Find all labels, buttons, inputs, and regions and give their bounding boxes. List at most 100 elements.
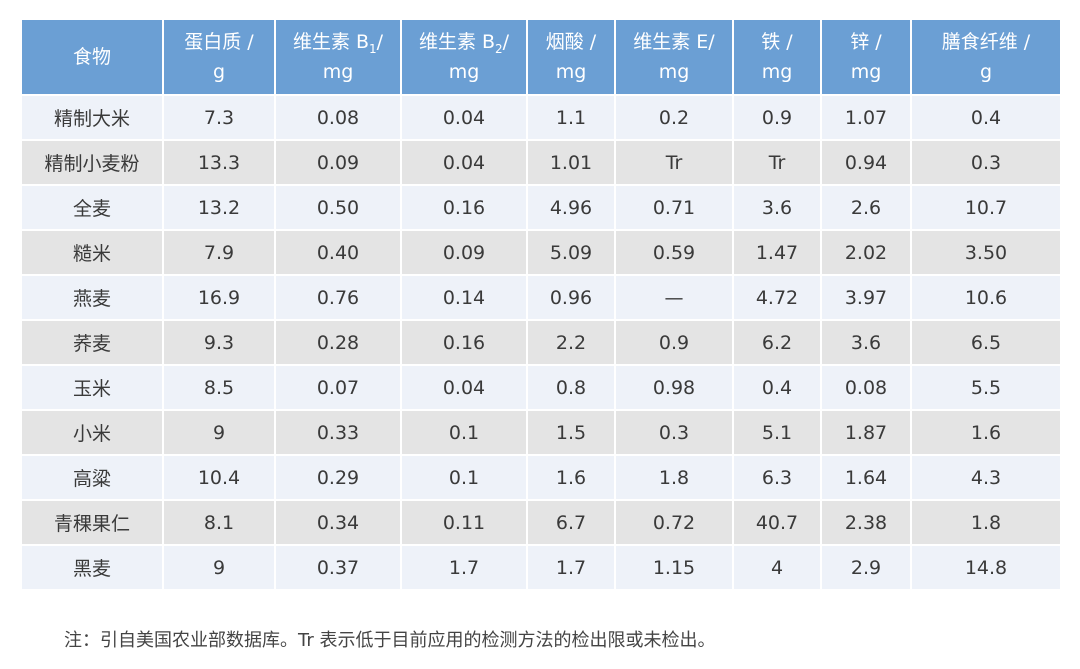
header-vitamin-b2: 维生素 B2/mg	[402, 20, 526, 94]
header-main-text: 食物	[72, 46, 111, 68]
nutrition-table-container: 食物 蛋白质 / g 维生素 B1/mg 维生素 B2/mg 烟酸 / mg 维生素 E/mg…	[20, 18, 1060, 591]
table-row: 精制小麦粉 13.3 0.09 0.04 1.01 Tr Tr 0.94 0.3	[22, 141, 1060, 184]
value-cell-protein: 13.3	[164, 141, 274, 184]
value-cell-dietary-fiber: 6.5	[912, 321, 1060, 364]
value-cell-vitamin-b2: 0.11	[402, 501, 526, 544]
value-cell-iron: 6.2	[734, 321, 820, 364]
value-cell-protein: 7.9	[164, 231, 274, 274]
header-main-text: 烟酸 /	[545, 31, 597, 53]
food-name-cell: 荞麦	[22, 321, 162, 364]
value-cell-vitamin-b1: 0.28	[276, 321, 400, 364]
value-cell-vitamin-b1: 0.34	[276, 501, 400, 544]
value-cell-vitamin-b1: 0.08	[276, 96, 400, 139]
header-unit: mg	[448, 61, 480, 83]
value-cell-dietary-fiber: 0.4	[912, 96, 1060, 139]
value-cell-vitamin-b2: 0.1	[402, 411, 526, 454]
header-unit: mg	[761, 61, 793, 83]
header-main-text: 锌 /	[850, 31, 882, 53]
header-vitamin-b1: 维生素 B1/mg	[276, 20, 400, 94]
value-cell-protein: 8.5	[164, 366, 274, 409]
food-name-cell: 玉米	[22, 366, 162, 409]
value-cell-vitamin-b1: 0.29	[276, 456, 400, 499]
header-label: 食物	[26, 42, 158, 72]
table-body: 精制大米 7.3 0.08 0.04 1.1 0.2 0.9 1.07 0.4 精制小麦粉 13.3…	[22, 96, 1060, 589]
value-cell-vitamin-b2: 0.04	[402, 141, 526, 184]
value-cell-vitamin-b1: 0.50	[276, 186, 400, 229]
value-cell-vitamin-e: 0.9	[616, 321, 732, 364]
header-main-text: 维生素 B	[418, 31, 496, 53]
value-cell-zinc: 2.02	[822, 231, 910, 274]
value-cell-zinc: 0.94	[822, 141, 910, 184]
value-cell-vitamin-b1: 0.09	[276, 141, 400, 184]
value-cell-protein: 16.9	[164, 276, 274, 319]
header-vitamin-e: 维生素 E/mg	[616, 20, 732, 94]
value-cell-protein: 8.1	[164, 501, 274, 544]
header-unit: g	[979, 61, 993, 83]
value-cell-vitamin-e: 0.2	[616, 96, 732, 139]
food-name-cell: 全麦	[22, 186, 162, 229]
value-cell-dietary-fiber: 4.3	[912, 456, 1060, 499]
value-cell-iron: 0.9	[734, 96, 820, 139]
header-label: 蛋白质 /	[168, 27, 270, 57]
value-cell-vitamin-b1: 0.37	[276, 546, 400, 589]
food-name-cell: 糙米	[22, 231, 162, 274]
header-protein: 蛋白质 / g	[164, 20, 274, 94]
header-main-text: 铁 /	[761, 31, 793, 53]
header-label: 膳食纤维 /	[916, 27, 1056, 57]
value-cell-dietary-fiber: 10.6	[912, 276, 1060, 319]
value-cell-iron: 6.3	[734, 456, 820, 499]
header-unit: mg	[322, 61, 354, 83]
value-cell-vitamin-b1: 0.76	[276, 276, 400, 319]
header-label: 维生素 B2/	[406, 27, 522, 57]
food-name-cell: 黑麦	[22, 546, 162, 589]
value-cell-vitamin-b2: 0.16	[402, 321, 526, 364]
value-cell-zinc: 3.6	[822, 321, 910, 364]
value-cell-dietary-fiber: 3.50	[912, 231, 1060, 274]
table-row: 精制大米 7.3 0.08 0.04 1.1 0.2 0.9 1.07 0.4	[22, 96, 1060, 139]
value-cell-protein: 10.4	[164, 456, 274, 499]
header-label: 锌 /	[826, 27, 906, 57]
table-row: 高粱 10.4 0.29 0.1 1.6 1.8 6.3 1.64 4.3	[22, 456, 1060, 499]
value-cell-vitamin-e: 0.71	[616, 186, 732, 229]
value-cell-vitamin-e: 0.59	[616, 231, 732, 274]
value-cell-dietary-fiber: 10.7	[912, 186, 1060, 229]
header-unit: mg	[658, 61, 690, 83]
value-cell-protein: 9.3	[164, 321, 274, 364]
value-cell-zinc: 1.07	[822, 96, 910, 139]
header-main-text: 膳食纤维 /	[941, 31, 1031, 53]
value-cell-vitamin-e: 1.8	[616, 456, 732, 499]
value-cell-iron: 3.6	[734, 186, 820, 229]
value-cell-niacin: 5.09	[528, 231, 614, 274]
value-cell-iron: 4.72	[734, 276, 820, 319]
header-dietary-fiber: 膳食纤维 / g	[912, 20, 1060, 94]
food-name-cell: 精制大米	[22, 96, 162, 139]
header-label: 烟酸 /	[532, 27, 610, 57]
value-cell-vitamin-b2: 0.09	[402, 231, 526, 274]
value-cell-vitamin-e: 0.98	[616, 366, 732, 409]
value-cell-vitamin-b1: 0.07	[276, 366, 400, 409]
table-footnote: 注：引自美国农业部数据库。Tr 表示低于目前应用的检测方法的检出限或未检出。	[64, 630, 716, 651]
food-name-cell: 高粱	[22, 456, 162, 499]
table-row: 小米 9 0.33 0.1 1.5 0.3 5.1 1.87 1.6	[22, 411, 1060, 454]
table-row: 玉米 8.5 0.07 0.04 0.8 0.98 0.4 0.08 5.5	[22, 366, 1060, 409]
value-cell-dietary-fiber: 14.8	[912, 546, 1060, 589]
header-tail-text: /	[502, 31, 510, 53]
value-cell-iron: 0.4	[734, 366, 820, 409]
value-cell-vitamin-b2: 0.16	[402, 186, 526, 229]
table-row: 糙米 7.9 0.40 0.09 5.09 0.59 1.47 2.02 3.50	[22, 231, 1060, 274]
value-cell-niacin: 1.7	[528, 546, 614, 589]
value-cell-protein: 7.3	[164, 96, 274, 139]
value-cell-niacin: 1.01	[528, 141, 614, 184]
value-cell-zinc: 2.6	[822, 186, 910, 229]
value-cell-niacin: 6.7	[528, 501, 614, 544]
value-cell-niacin: 1.5	[528, 411, 614, 454]
value-cell-niacin: 1.1	[528, 96, 614, 139]
header-zinc: 锌 / mg	[822, 20, 910, 94]
table-row: 荞麦 9.3 0.28 0.16 2.2 0.9 6.2 3.6 6.5	[22, 321, 1060, 364]
header-subscript: 1	[369, 41, 377, 56]
value-cell-niacin: 2.2	[528, 321, 614, 364]
header-food: 食物	[22, 20, 162, 94]
value-cell-vitamin-b2: 0.04	[402, 96, 526, 139]
value-cell-zinc: 2.9	[822, 546, 910, 589]
value-cell-iron: 4	[734, 546, 820, 589]
